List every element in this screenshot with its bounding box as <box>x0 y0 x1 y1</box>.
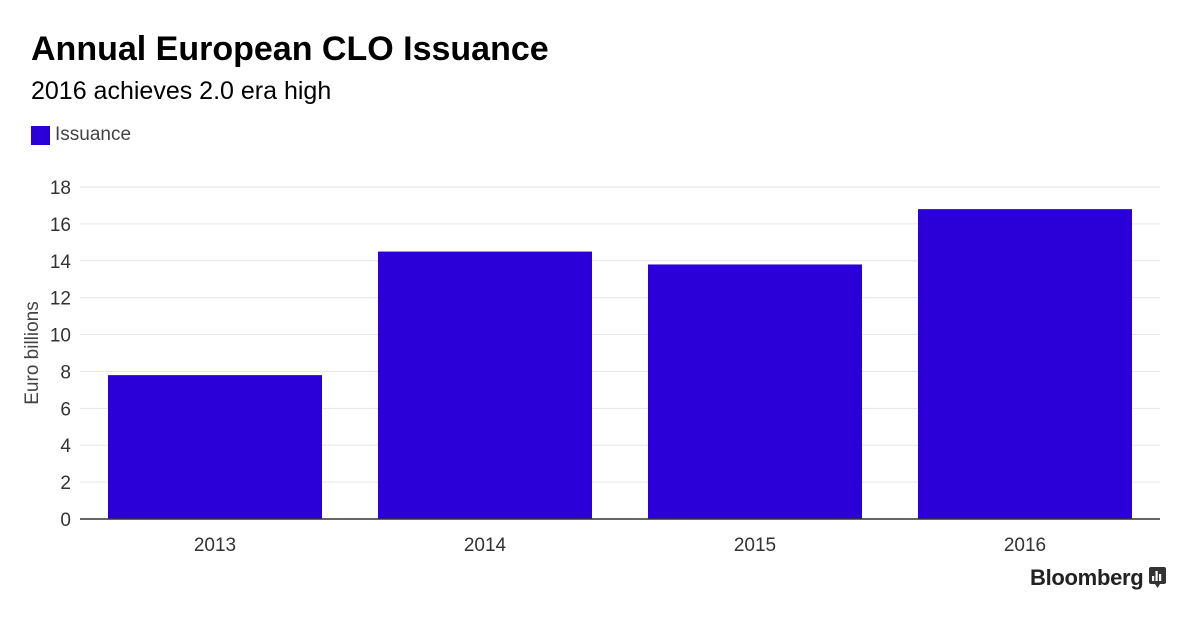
chart-title: Annual European CLO Issuance <box>31 30 549 68</box>
y-tick-label: 10 <box>50 326 71 347</box>
y-tick-label: 18 <box>50 178 71 199</box>
bar-chart-icon <box>1149 567 1167 588</box>
chart-subtitle: 2016 achieves 2.0 era high <box>31 77 332 105</box>
bars <box>108 209 1132 520</box>
brand-name: Bloomberg <box>1030 565 1144 590</box>
y-tick-label: 4 <box>60 436 71 457</box>
x-tick-label: 2014 <box>464 535 507 556</box>
x-tick-label: 2016 <box>1004 535 1046 556</box>
legend: Issuance <box>31 124 131 146</box>
y-tick-label: 12 <box>50 289 71 310</box>
y-axis-ticks: 0 2 4 6 8 10 12 14 16 18 <box>50 178 72 531</box>
y-tick-label: 0 <box>60 510 71 531</box>
legend-swatch-issuance <box>31 125 50 145</box>
x-tick-label: 2013 <box>194 535 236 556</box>
bar-2013 <box>108 375 322 519</box>
legend-label-issuance: Issuance <box>55 124 132 145</box>
bar-2015 <box>648 264 862 519</box>
y-tick-label: 8 <box>60 362 71 383</box>
y-axis-title: Euro billions <box>22 301 43 405</box>
bar-2016 <box>918 209 1132 519</box>
bar-2014 <box>378 251 592 520</box>
x-axis-ticks: 2013 2014 2015 2016 <box>194 535 1046 556</box>
y-tick-label: 14 <box>50 252 72 273</box>
y-tick-label: 16 <box>50 215 71 236</box>
y-tick-label: 6 <box>60 399 71 420</box>
bloomberg-logo: Bloomberg <box>1030 565 1167 591</box>
y-tick-label: 2 <box>60 473 71 494</box>
x-tick-label: 2015 <box>734 535 776 556</box>
